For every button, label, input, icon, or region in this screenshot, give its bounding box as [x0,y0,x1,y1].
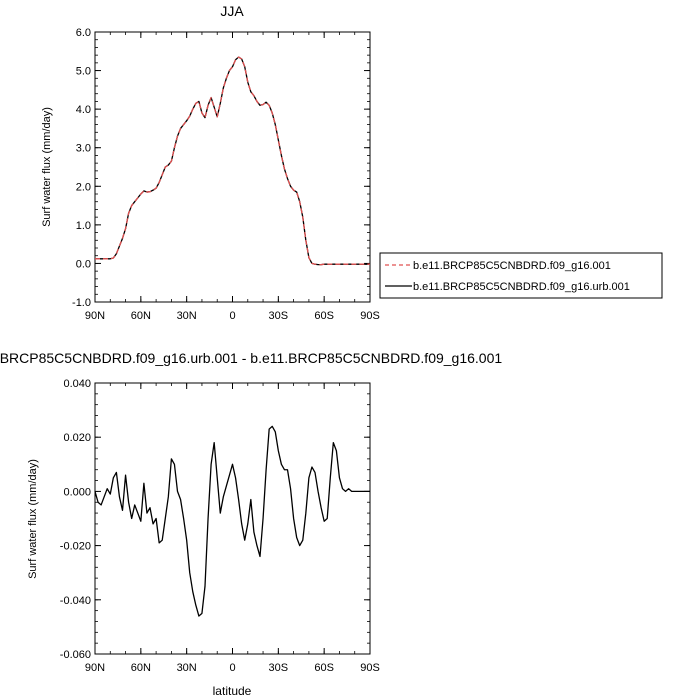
top-x-tick-label: 30N [177,310,197,322]
top-y-axis-label: Surf water flux (mm/day) [41,107,53,227]
bottom-y-tick-label: 0.040 [63,378,91,390]
top-series-line-1 [95,56,370,266]
bottom-plot-area: -0.060 -0.040 -0.020 0.000 0.020 0.040 90N 60N… [60,378,380,674]
legend-label-series-2: b.e11.BRCP85C5CNBDRD.f09_g16.urb.001 [413,281,630,293]
bottom-x-tick-label: 60S [314,662,334,674]
top-plot-area: -1.0 0.0 1.0 2.0 3.0 4.0 5.0 6.0 90N 60N 30N 0 30S 6… [72,27,380,322]
top-x-tick-label: 90S [360,310,380,322]
top-y-tick-label: 6.0 [76,27,91,39]
top-x-tick-label: 90N [85,310,105,322]
top-y-tick-label: 0.0 [76,258,91,270]
bottom-y-tick-label: 0.020 [63,432,91,444]
top-series-group [95,56,370,266]
bottom-y-tick-label: -0.020 [60,541,91,553]
bottom-x-tick-label: 30S [269,662,289,674]
top-panel: JJA Surf water flux (mm/day) -1.0 0.0 1.0 2… [41,3,380,322]
bottom-chart-title: b.e11.BRCP85C5CNBDRD.f09_g16.urb.001 - b… [0,350,502,366]
bottom-y-tick-label: 0.000 [63,486,91,498]
top-chart-title: JJA [220,3,244,19]
top-x-tick-label: 30S [269,310,289,322]
bottom-series-group [94,425,370,617]
legend-label-series-1: b.e11.BRCP85C5CNBDRD.f09_g16.001 [413,260,611,272]
top-x-tick-label: 0 [229,310,235,322]
bottom-x-tick-label: 90N [85,662,105,674]
top-y-tick-label: 1.0 [76,220,91,232]
bottom-x-ticks: 90N 60N 30N 0 30S 60S 90S [85,383,380,674]
top-plot-border [94,31,371,303]
bottom-x-tick-label: 90S [360,662,380,674]
bottom-panel: b.e11.BRCP85C5CNBDRD.f09_g16.urb.001 - b… [0,350,502,698]
bottom-x-axis-label: latitude [213,684,252,698]
top-y-ticks: -1.0 0.0 1.0 2.0 3.0 4.0 5.0 6.0 [72,27,370,309]
bottom-series-line-1 [94,425,370,617]
bottom-plot-border [94,382,371,655]
top-y-tick-label: 3.0 [76,143,91,155]
bottom-x-tick-label: 0 [229,662,235,674]
top-x-tick-label: 60N [131,310,151,322]
top-x-tick-label: 60S [314,310,334,322]
bottom-y-tick-label: -0.040 [60,595,91,607]
bottom-y-ticks: -0.060 -0.040 -0.020 0.000 0.020 0.040 [60,378,370,661]
top-series-line-2 [95,56,370,266]
top-y-tick-label: 2.0 [76,181,91,193]
bottom-x-tick-label: 60N [131,662,151,674]
top-y-tick-label: 5.0 [76,66,91,78]
legend-box [379,252,663,299]
bottom-y-tick-label: -0.060 [60,649,91,661]
top-x-ticks: 90N 60N 30N 0 30S 60S 90S [85,32,380,322]
top-y-tick-label: -1.0 [72,297,91,309]
legend: b.e11.BRCP85C5CNBDRD.f09_g16.001 b.e11.B… [379,252,663,299]
bottom-y-axis-label: Surf water flux (mm/day) [27,459,39,579]
top-y-tick-label: 4.0 [76,104,91,116]
bottom-x-tick-label: 30N [177,662,197,674]
